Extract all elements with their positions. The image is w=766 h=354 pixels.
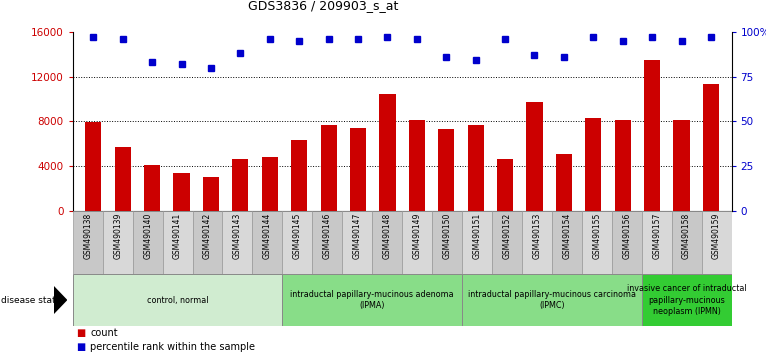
Bar — [585, 118, 601, 211]
Bar — [614, 120, 631, 211]
Bar — [402, 211, 432, 274]
Bar — [313, 211, 342, 274]
Text: intraductal papillary-mucinous carcinoma
(IPMC): intraductal papillary-mucinous carcinoma… — [468, 290, 636, 310]
Bar — [522, 211, 552, 274]
Text: GSM490138: GSM490138 — [83, 212, 92, 259]
Text: GSM490143: GSM490143 — [233, 212, 242, 259]
Bar — [462, 274, 642, 326]
Text: control, normal: control, normal — [147, 296, 208, 304]
Bar — [497, 159, 513, 211]
Text: GSM490151: GSM490151 — [473, 212, 482, 259]
Text: count: count — [90, 328, 118, 338]
Bar — [409, 120, 425, 211]
Text: GSM490149: GSM490149 — [413, 212, 421, 259]
Bar — [379, 95, 395, 211]
Bar — [526, 102, 542, 211]
Bar — [232, 159, 248, 211]
Bar — [103, 211, 133, 274]
Text: GSM490142: GSM490142 — [203, 212, 212, 259]
Bar — [702, 211, 732, 274]
Text: GSM490156: GSM490156 — [622, 212, 631, 259]
Text: GSM490139: GSM490139 — [113, 212, 123, 259]
Text: percentile rank within the sample: percentile rank within the sample — [90, 342, 255, 352]
Text: GSM490157: GSM490157 — [652, 212, 661, 259]
Text: GSM490144: GSM490144 — [263, 212, 272, 259]
Bar — [492, 211, 522, 274]
Text: GSM490148: GSM490148 — [383, 212, 391, 259]
Text: ■: ■ — [77, 328, 86, 338]
Bar — [262, 157, 278, 211]
Bar — [556, 154, 572, 211]
Bar — [85, 122, 101, 211]
Text: ■: ■ — [77, 342, 86, 352]
Bar — [283, 211, 313, 274]
Text: disease state: disease state — [1, 296, 61, 304]
Text: GSM490155: GSM490155 — [592, 212, 601, 259]
Bar — [703, 84, 719, 211]
Bar — [173, 173, 190, 211]
Bar — [467, 125, 484, 211]
Bar — [673, 120, 689, 211]
Bar — [192, 211, 222, 274]
Bar — [372, 211, 402, 274]
Bar — [582, 211, 612, 274]
Bar — [283, 274, 462, 326]
Bar — [253, 211, 283, 274]
Bar — [320, 125, 337, 211]
Bar — [672, 211, 702, 274]
Bar — [432, 211, 462, 274]
Bar — [203, 177, 219, 211]
Bar — [115, 147, 131, 211]
Bar — [291, 140, 307, 211]
Text: intraductal papillary-mucinous adenoma
(IPMA): intraductal papillary-mucinous adenoma (… — [290, 290, 454, 310]
Bar — [438, 129, 454, 211]
Text: GSM490145: GSM490145 — [293, 212, 302, 259]
Text: GSM490150: GSM490150 — [443, 212, 452, 259]
Bar — [612, 211, 642, 274]
Text: GSM490152: GSM490152 — [502, 212, 512, 259]
Bar — [162, 211, 192, 274]
Bar — [342, 211, 372, 274]
Bar — [644, 60, 660, 211]
Bar — [73, 274, 283, 326]
Polygon shape — [54, 286, 67, 314]
Bar — [552, 211, 582, 274]
Text: GSM490154: GSM490154 — [562, 212, 571, 259]
Bar — [144, 165, 160, 211]
Text: GSM490153: GSM490153 — [532, 212, 542, 259]
Bar — [133, 211, 162, 274]
Text: GSM490140: GSM490140 — [143, 212, 152, 259]
Bar — [222, 211, 253, 274]
Bar — [642, 211, 672, 274]
Text: GSM490146: GSM490146 — [322, 212, 332, 259]
Text: invasive cancer of intraductal
papillary-mucinous
neoplasm (IPMN): invasive cancer of intraductal papillary… — [627, 284, 746, 316]
Bar — [642, 274, 732, 326]
Bar — [350, 128, 366, 211]
Bar — [462, 211, 492, 274]
Text: GSM490159: GSM490159 — [712, 212, 721, 259]
Text: GDS3836 / 209903_s_at: GDS3836 / 209903_s_at — [248, 0, 398, 12]
Text: GSM490141: GSM490141 — [173, 212, 182, 259]
Text: GSM490158: GSM490158 — [682, 212, 691, 259]
Bar — [73, 211, 103, 274]
Text: GSM490147: GSM490147 — [352, 212, 362, 259]
